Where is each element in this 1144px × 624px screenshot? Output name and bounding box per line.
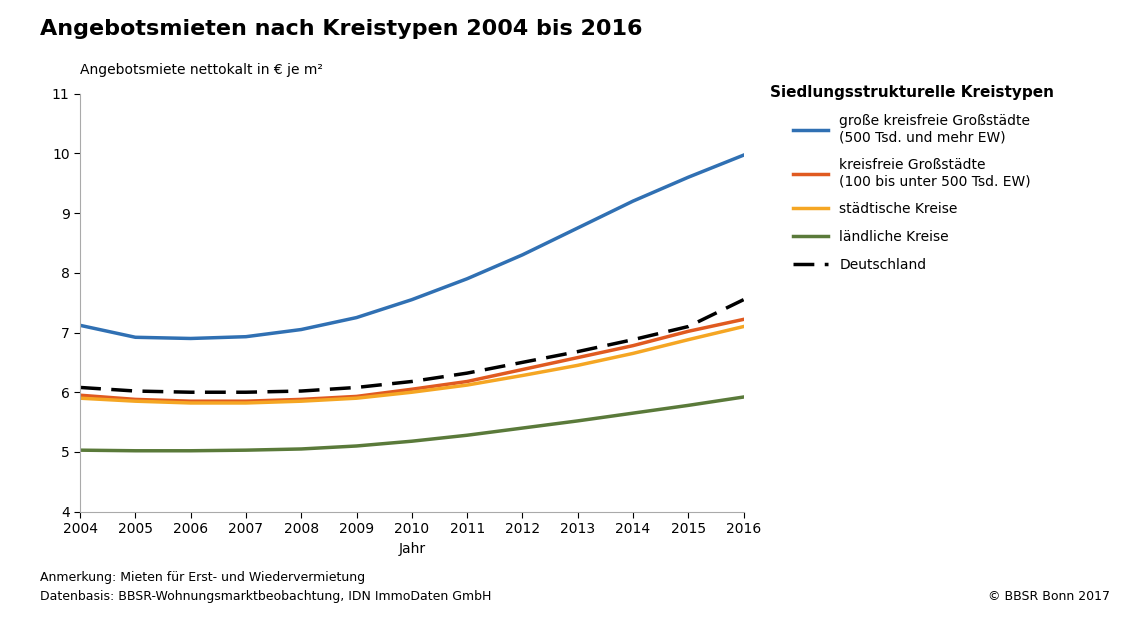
Text: © BBSR Bonn 2017: © BBSR Bonn 2017 (987, 590, 1110, 603)
Text: Anmerkung: Mieten für Erst- und Wiedervermietung: Anmerkung: Mieten für Erst- und Wiederve… (40, 571, 365, 584)
Legend: große kreisfreie Großstädte
(500 Tsd. und mehr EW), kreisfreie Großstädte
(100 b: große kreisfreie Großstädte (500 Tsd. un… (770, 85, 1054, 272)
Text: Angebotsmieten nach Kreistypen 2004 bis 2016: Angebotsmieten nach Kreistypen 2004 bis … (40, 19, 643, 39)
Text: Angebotsmiete nettokalt in € je m²: Angebotsmiete nettokalt in € je m² (80, 63, 323, 77)
Text: Datenbasis: BBSR-Wohnungsmarktbeobachtung, IDN ImmoDaten GmbH: Datenbasis: BBSR-Wohnungsmarktbeobachtun… (40, 590, 492, 603)
X-axis label: Jahr: Jahr (398, 542, 426, 555)
